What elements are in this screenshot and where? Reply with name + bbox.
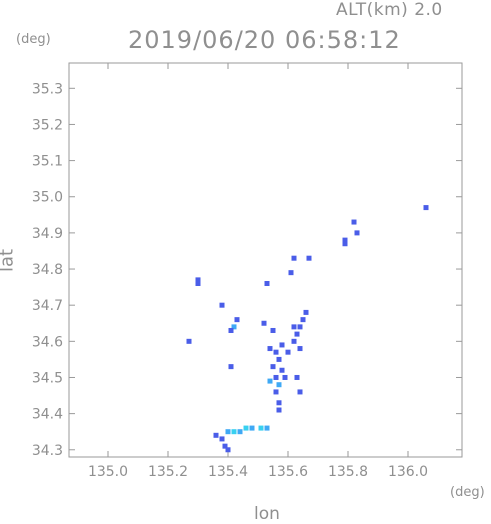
radar-echo-cell [258, 425, 264, 431]
radar-echo-cell [303, 309, 309, 315]
radar-echo-cell [186, 338, 192, 344]
y-tick-label: 34.6 [32, 334, 63, 350]
radar-echo-cell [306, 255, 312, 261]
radar-echo-cell [231, 429, 237, 435]
radar-echo-cell [291, 324, 297, 330]
radar-echo-cell [273, 349, 279, 355]
radar-echo-cell [279, 342, 285, 348]
radar-echo-cell [228, 327, 234, 333]
radar-echo-cell [291, 338, 297, 344]
radar-echo-cell [351, 219, 357, 225]
radar-echo-cell [273, 374, 279, 380]
y-tick-label: 34.5 [32, 370, 63, 386]
y-tick-label: 34.4 [32, 407, 63, 423]
radar-echo-cell [354, 230, 360, 236]
y-tick-label: 34.3 [32, 443, 63, 459]
radar-echo-cell [225, 429, 231, 435]
radar-echo-cell [273, 389, 279, 395]
y-tick-label: 35.2 [32, 117, 63, 133]
x-tick-label: 135.8 [328, 464, 368, 480]
x-tick-label: 135.6 [268, 464, 308, 480]
radar-echo-cell [222, 443, 228, 449]
radar-echo-cell [231, 324, 237, 330]
radar-echo-cell [249, 425, 255, 431]
y-tick-label: 34.7 [32, 298, 63, 314]
radar-echo-cell [297, 389, 303, 395]
radar-echo-cell [195, 277, 201, 283]
radar-echo-cell [294, 374, 300, 380]
radar-echo-cell [285, 349, 291, 355]
x-tick-label: 135.2 [148, 464, 188, 480]
radar-echo-cell [243, 425, 249, 431]
radar-echo-cell [276, 407, 282, 413]
radar-echo-cell [342, 237, 348, 243]
radar-echo-cell [297, 324, 303, 330]
radar-echo-cell [279, 367, 285, 373]
radar-echo-cell [300, 317, 306, 323]
x-axis-unit: (deg) [450, 485, 485, 500]
radar-echo-cell [276, 400, 282, 406]
datetime-title: 2019/06/20 06:58:12 [128, 26, 401, 54]
radar-echo-cell [294, 331, 300, 337]
x-tick-label: 135.4 [208, 464, 248, 480]
y-tick-label: 35.0 [32, 190, 63, 206]
radar-echo-cell [264, 425, 270, 431]
radar-echo-cell [270, 364, 276, 370]
radar-echo-cell [195, 280, 201, 286]
radar-echo-cell [291, 255, 297, 261]
altitude-label: ALT(km) 2.0 [336, 0, 443, 20]
radar-echo-cell [297, 346, 303, 352]
radar-echo-cell [276, 356, 282, 362]
x-tick-label: 136.0 [388, 464, 428, 480]
radar-echo-cell [261, 320, 267, 326]
axis-ticks: 135.0 135.2 135.4 135.6 135.8 136.0 34.3 34.4 34… [32, 63, 462, 480]
x-axis-title: lon [254, 504, 280, 524]
radar-echo-cell [237, 429, 243, 435]
y-tick-label: 35.3 [32, 81, 63, 97]
radar-echo-cell [288, 270, 294, 276]
radar-echo-cell [234, 317, 240, 323]
radar-echo-cell [225, 447, 231, 453]
y-tick-label: 34.8 [32, 262, 63, 278]
echo-layer [186, 205, 429, 453]
radar-echo-cell [270, 327, 276, 333]
radar-echo-cell [276, 382, 282, 388]
radar-echo-cell [219, 436, 225, 442]
radar-echo-cell [282, 374, 288, 380]
plot-frame [68, 62, 463, 458]
y-tick-label: 35.1 [32, 154, 63, 170]
y-axis-unit: (deg) [16, 32, 51, 47]
radar-echo-cell [219, 302, 225, 308]
radar-echo-cell [213, 432, 219, 438]
x-tick-label: 135.0 [88, 464, 128, 480]
radar-echo-cell [267, 378, 273, 384]
radar-echo-cell [342, 241, 348, 247]
radar-echo-cell [267, 346, 273, 352]
y-tick-label: 34.9 [32, 226, 63, 242]
radar-echo-cell [264, 280, 270, 286]
radar-echo-cell [423, 205, 429, 211]
radar-echo-cell [228, 364, 234, 370]
